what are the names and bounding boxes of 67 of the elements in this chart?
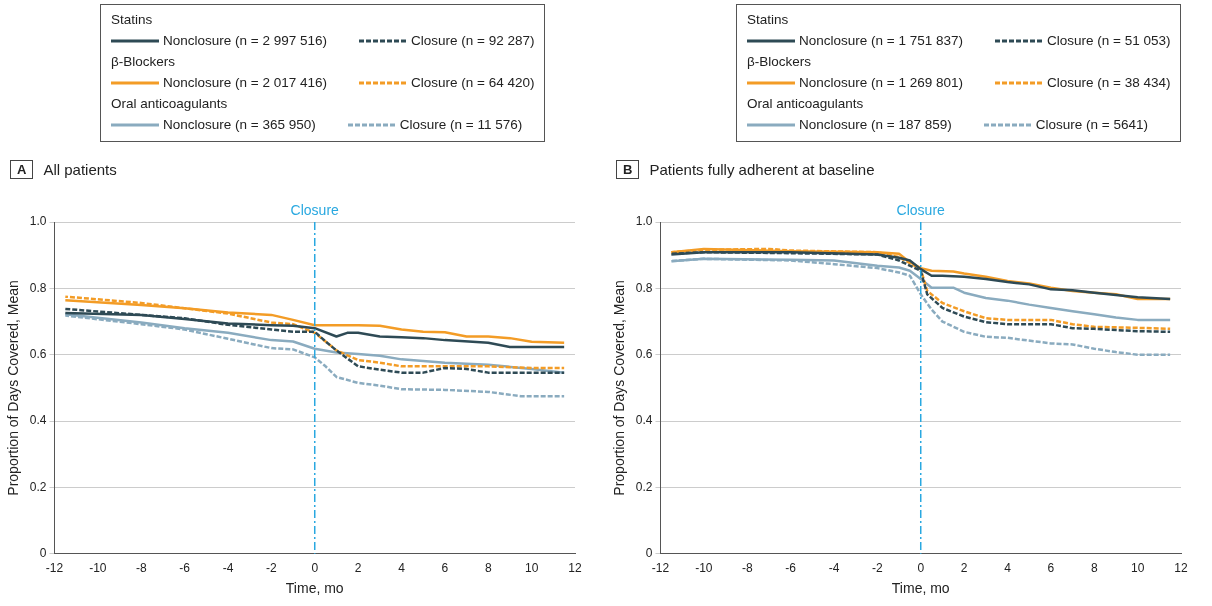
y-tick-label: 1.0 [29, 214, 47, 229]
y-tick-label: 0.2 [635, 479, 653, 494]
y-axis-title: Proportion of Days Covered, Mean [5, 280, 22, 496]
legend-label: Closure (n = 51 053) [1046, 32, 1171, 50]
x-tick-label: -4 [222, 561, 234, 576]
text: Statins [111, 11, 154, 29]
text: Oral anticoagulants [747, 95, 865, 113]
x-tick-label: 0 [917, 561, 925, 576]
x-tick-label: 8 [484, 561, 492, 576]
x-tick-label: -6 [785, 561, 797, 576]
x-tick-label: 2 [960, 561, 968, 576]
x-tick-label: -10 [695, 561, 713, 576]
legend-label: Closure (n = 11 576) [399, 116, 523, 134]
x-tick-label: 12 [568, 561, 582, 576]
chart-title: All patients [43, 161, 117, 178]
text: β-Blockers [111, 53, 177, 71]
legend-label: Nonclosure (n = 365 950) [163, 116, 316, 134]
legend-label: Nonclosure (n = 187 859) [799, 116, 952, 134]
legend-label: Closure (n = 5641) [1035, 116, 1148, 134]
legend-label: Nonclosure (n = 1 269 801) [799, 74, 963, 92]
y-tick-label: 0.4 [635, 413, 653, 428]
text: A [10, 160, 34, 179]
y-tick-label: 0.4 [29, 413, 47, 428]
text: Statins [747, 11, 790, 29]
x-tick-label: -8 [135, 561, 147, 576]
y-tick-label: 0.8 [635, 280, 653, 295]
y-tick-label: 0 [645, 546, 653, 561]
x-tick-label: -6 [179, 561, 191, 576]
ref-line-label: Closure [290, 201, 340, 218]
legend-label: Nonclosure (n = 2 997 516) [163, 32, 327, 50]
x-axis-title: Time, mo [285, 580, 344, 597]
y-tick-label: 0 [39, 546, 47, 561]
legend-label: Closure (n = 92 287) [410, 32, 535, 50]
x-tick-label: 10 [524, 561, 539, 576]
x-tick-label: 4 [398, 561, 406, 576]
chart-title: Patients fully adherent at baseline [649, 161, 875, 178]
y-axis-title: Proportion of Days Covered, Mean [611, 280, 628, 496]
x-tick-label: -4 [828, 561, 840, 576]
x-tick-label: 2 [354, 561, 362, 576]
legend-label: Closure (n = 38 434) [1046, 74, 1171, 92]
y-tick-label: 0.2 [29, 479, 47, 494]
y-tick-label: 0.8 [29, 280, 47, 295]
text: β-Blockers [747, 53, 813, 71]
x-tick-label: -10 [89, 561, 107, 576]
legend-label: Nonclosure (n = 2 017 416) [163, 74, 327, 92]
x-tick-label: -12 [45, 561, 64, 576]
x-tick-label: -2 [872, 561, 884, 576]
x-tick-label: -2 [266, 561, 278, 576]
x-tick-label: 10 [1130, 561, 1145, 576]
x-tick-label: 4 [1004, 561, 1012, 576]
legend-label: Nonclosure (n = 1 751 837) [799, 32, 963, 50]
y-tick-label: 0.6 [29, 347, 47, 362]
y-tick-label: 1.0 [635, 214, 653, 229]
x-tick-label: -8 [741, 561, 753, 576]
x-axis-title: Time, mo [891, 580, 950, 597]
line-series [64, 295, 566, 370]
x-tick-label: 12 [1174, 561, 1188, 576]
text: B [616, 160, 640, 179]
x-tick-label: 6 [441, 561, 449, 576]
y-tick-label: 0.6 [635, 347, 653, 362]
ref-line-label: Closure [896, 201, 946, 218]
x-tick-label: 0 [311, 561, 319, 576]
x-tick-label: -12 [651, 561, 670, 576]
x-tick-label: 6 [1047, 561, 1055, 576]
text: Oral anticoagulants [111, 95, 229, 113]
x-tick-label: 8 [1090, 561, 1098, 576]
legend-label: Closure (n = 64 420) [410, 74, 535, 92]
